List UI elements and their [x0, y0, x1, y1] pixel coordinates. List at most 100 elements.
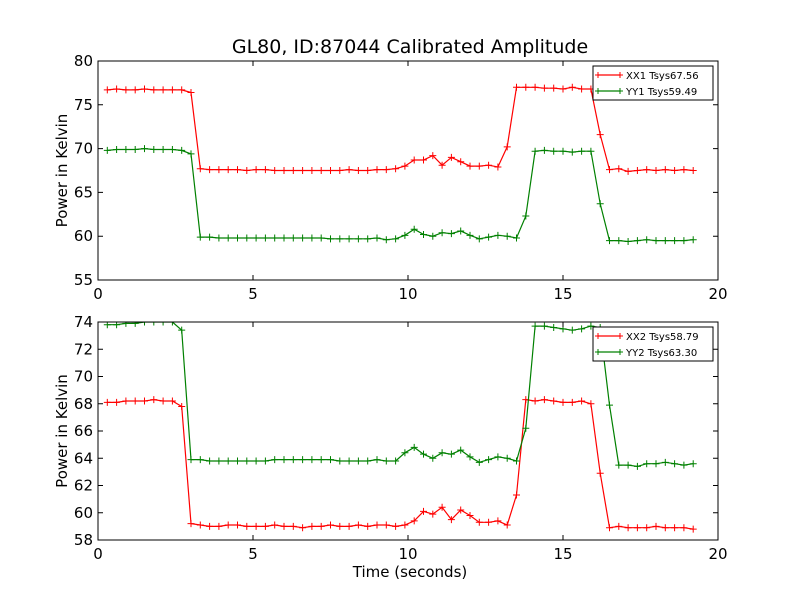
- data-point: [150, 396, 158, 404]
- data-point: [354, 235, 362, 243]
- data-point: [475, 518, 483, 526]
- data-point: [410, 443, 418, 451]
- data-point: [652, 522, 660, 530]
- data-point: [494, 453, 502, 461]
- data-point: [373, 456, 381, 464]
- chart-title: GL80, ID:87044 Calibrated Amplitude: [232, 36, 588, 58]
- y-tick-label: 66: [74, 422, 93, 440]
- data-point: [643, 460, 651, 468]
- data-point: [354, 167, 362, 174]
- data-point: [168, 145, 176, 153]
- data-point: [271, 167, 279, 174]
- data-point: [513, 457, 520, 465]
- data-point: [150, 322, 158, 326]
- data-point: [680, 461, 688, 469]
- y-tick-label: 70: [74, 368, 93, 386]
- data-point: [159, 397, 167, 405]
- data-point: [671, 460, 679, 468]
- data-point: [224, 166, 232, 174]
- data-point: [540, 146, 548, 154]
- x-axis-label: Time (seconds): [352, 563, 468, 581]
- legend-label: XX1 Tsys67.56: [626, 71, 699, 82]
- data-point: [615, 237, 623, 245]
- x-tick-label: 5: [248, 285, 258, 303]
- data-point: [243, 522, 251, 530]
- data-point: [680, 524, 688, 532]
- data-point: [420, 450, 427, 458]
- data-point: [587, 147, 595, 155]
- data-point: [215, 522, 223, 530]
- data-point: [131, 322, 139, 327]
- data-point: [401, 449, 409, 457]
- data-point: [540, 396, 548, 404]
- data-point: [159, 322, 167, 326]
- y-tick-label: 65: [74, 183, 93, 201]
- data-point: [252, 522, 260, 530]
- data-point: [354, 521, 362, 529]
- data-point: [447, 153, 455, 161]
- data-point: [141, 85, 148, 93]
- x-tick-label: 0: [93, 545, 103, 563]
- x-tick-label: 10: [398, 285, 417, 303]
- data-point: [503, 143, 511, 151]
- data-point: [373, 166, 381, 174]
- legend-marker: [595, 349, 601, 355]
- data-point: [168, 397, 176, 405]
- data-point: [336, 457, 344, 465]
- data-point: [234, 457, 241, 465]
- x-tick-label: 5: [248, 545, 258, 563]
- data-point: [103, 86, 111, 94]
- data-point: [327, 167, 334, 174]
- legend-label: XX2 Tsys58.79: [626, 332, 699, 343]
- x-tick-label: 0: [93, 285, 103, 303]
- data-point: [578, 85, 586, 93]
- data-point: [141, 397, 148, 405]
- data-point: [401, 231, 409, 239]
- data-point: [234, 234, 241, 242]
- data-point: [494, 517, 502, 525]
- data-point: [531, 322, 539, 330]
- data-point: [141, 145, 148, 153]
- data-point: [122, 322, 130, 327]
- data-point: [280, 456, 288, 464]
- data-point: [689, 236, 697, 244]
- data-point: [299, 167, 307, 174]
- data-point: [373, 234, 381, 242]
- data-point: [531, 83, 539, 91]
- data-point: [475, 235, 483, 243]
- data-point: [327, 521, 334, 529]
- data-point: [661, 166, 669, 174]
- data-point: [457, 227, 465, 235]
- top-subplot: 0 5 10 15 20 55 60 65 70 75 80 Power in Kelvin XX1 T…: [53, 52, 728, 303]
- data-point: [289, 522, 297, 530]
- data-point: [327, 235, 334, 243]
- data-point: [661, 237, 669, 245]
- data-point: [364, 235, 372, 243]
- data-point: [466, 511, 474, 519]
- data-point: [122, 397, 130, 405]
- data-point: [289, 167, 297, 174]
- data-point: [475, 458, 483, 466]
- data-point: [410, 517, 418, 525]
- data-point: [261, 522, 269, 530]
- data-point: [643, 524, 651, 532]
- y-tick-label: 72: [74, 340, 93, 358]
- data-point: [178, 402, 186, 410]
- data-point: [271, 234, 279, 242]
- data-point: [550, 84, 558, 92]
- data-point: [652, 237, 660, 245]
- y-tick-label: 70: [74, 140, 93, 158]
- data-point: [438, 503, 446, 511]
- data-point: [317, 522, 325, 530]
- data-point: [615, 461, 623, 469]
- data-point: [317, 167, 325, 174]
- data-point: [317, 456, 325, 464]
- y-axis-label: Power in Kelvin: [53, 374, 71, 488]
- data-point: [345, 166, 353, 174]
- data-point: [224, 457, 232, 465]
- series-line-2: [107, 147, 694, 243]
- data-point: [568, 148, 576, 156]
- data-point: [550, 397, 558, 405]
- data-point: [168, 86, 176, 94]
- data-point: [392, 235, 400, 243]
